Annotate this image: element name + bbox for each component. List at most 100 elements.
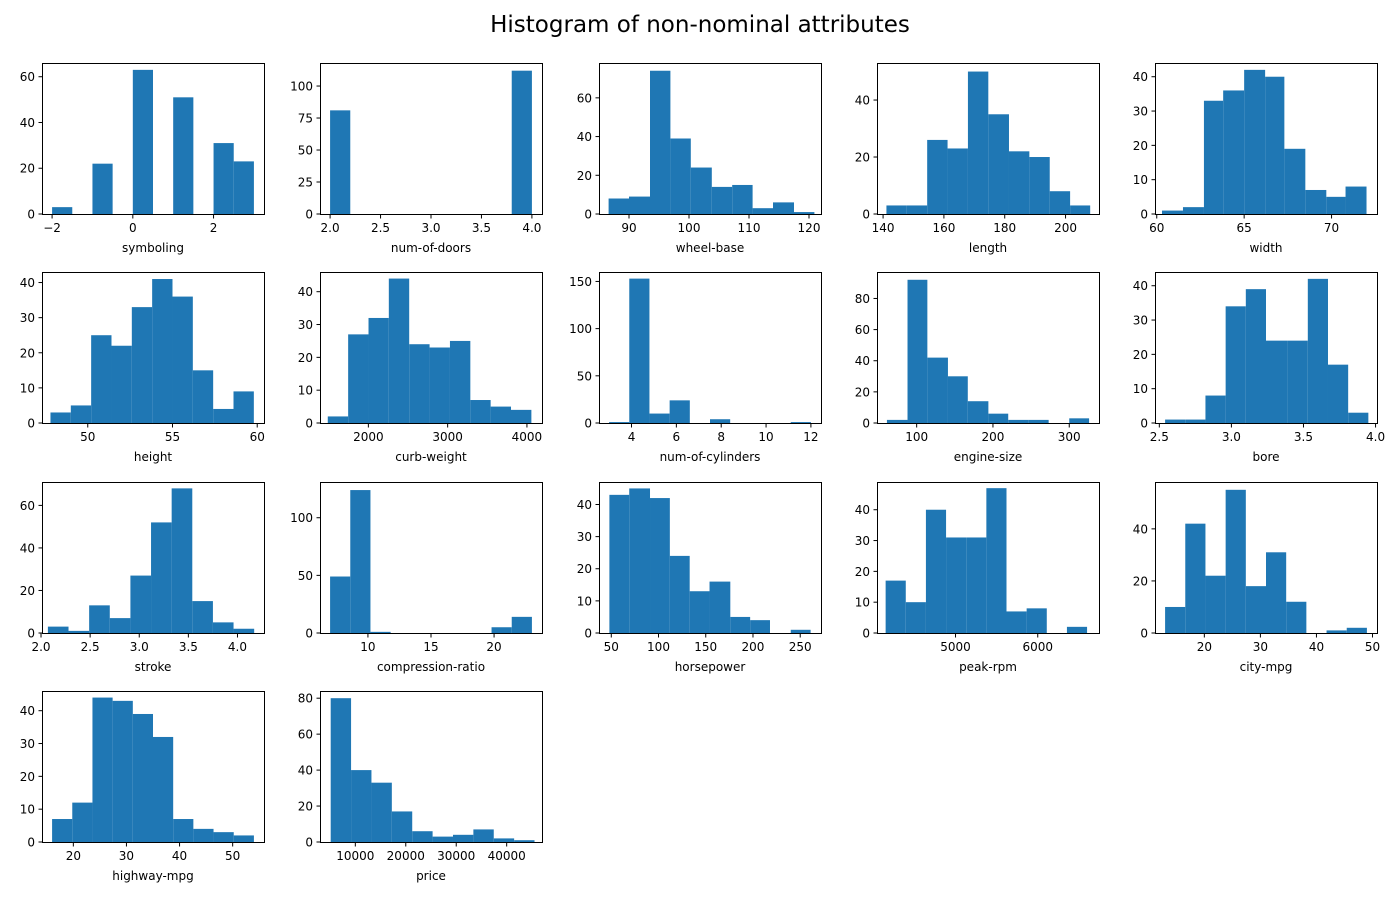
x-axis-label: num-of-cylinders bbox=[660, 450, 761, 464]
y-tick-label: 40 bbox=[1133, 522, 1148, 536]
x-tick-label: 120 bbox=[798, 221, 821, 235]
histogram-bar bbox=[511, 409, 532, 423]
histogram-bar bbox=[351, 770, 372, 842]
y-tick-label: 0 bbox=[305, 627, 313, 641]
x-tick-label: 50 bbox=[1365, 640, 1380, 654]
histogram-bar bbox=[1165, 606, 1186, 633]
histogram-bar bbox=[172, 296, 193, 423]
y-tick-label: 40 bbox=[1133, 279, 1148, 293]
x-tick-label: 2.0 bbox=[31, 640, 50, 654]
x-tick-label: 20 bbox=[66, 849, 81, 863]
x-tick-label: 55 bbox=[165, 430, 180, 444]
histogram-bar bbox=[388, 278, 410, 423]
y-tick-label: 30 bbox=[20, 311, 35, 325]
histogram-bar bbox=[348, 334, 369, 423]
x-tick-label: 3.0 bbox=[1222, 430, 1241, 444]
y-tick-label: 20 bbox=[20, 770, 35, 784]
histogram-bar bbox=[151, 522, 172, 633]
x-tick-label: 8 bbox=[717, 430, 725, 444]
histogram-curb-weight: 2000 3000 4000 0 10 20 30 40 curb-weight bbox=[298, 272, 543, 464]
histogram-bar bbox=[988, 114, 1009, 214]
x-axis-label: city-mpg bbox=[1240, 660, 1293, 674]
x-tick-label: 5000 bbox=[940, 640, 971, 654]
x-tick-label: 40 bbox=[1309, 640, 1324, 654]
histogram-bar bbox=[1345, 186, 1367, 214]
x-axis-label: num-of-doors bbox=[391, 241, 471, 255]
histogram-bar bbox=[511, 616, 532, 633]
histogram-bar bbox=[213, 832, 234, 842]
histogram-bar bbox=[52, 819, 73, 842]
y-tick-label: 0 bbox=[27, 836, 35, 850]
y-tick-label: 10 bbox=[1133, 382, 1148, 396]
histogram-bar bbox=[1245, 586, 1266, 633]
y-tick-label: 80 bbox=[855, 292, 870, 306]
histogram-bar bbox=[511, 70, 532, 215]
x-tick-label: 10 bbox=[360, 640, 375, 654]
histogram-bar bbox=[193, 828, 214, 842]
histogram-bar bbox=[1029, 157, 1050, 214]
y-tick-label: 0 bbox=[27, 417, 35, 431]
y-tick-label: 0 bbox=[584, 417, 592, 431]
histogram-bar bbox=[470, 400, 491, 423]
histogram-bar bbox=[350, 490, 371, 633]
x-tick-label: 20 bbox=[1197, 640, 1212, 654]
x-axis-label: peak-rpm bbox=[959, 660, 1017, 674]
x-tick-label: 50 bbox=[604, 640, 619, 654]
histogram-peak-rpm: 5000 6000 0 10 20 30 40 peak-rpm bbox=[855, 482, 1100, 674]
histogram-bar bbox=[947, 148, 968, 214]
histogram-horsepower: 50 100 150 200 250 0 10 20 30 40 horsepower bbox=[577, 482, 822, 674]
histogram-bar bbox=[391, 811, 413, 842]
y-tick-label: 20 bbox=[20, 346, 35, 360]
axes-frame bbox=[42, 63, 265, 215]
histogram-bar bbox=[213, 408, 234, 423]
histogram-bar bbox=[670, 138, 691, 214]
histogram-bar bbox=[47, 626, 69, 633]
histogram-bar bbox=[608, 198, 629, 214]
histogram-bar bbox=[132, 713, 153, 842]
histogram-bar bbox=[429, 347, 450, 423]
histogram-bar bbox=[491, 627, 512, 633]
x-tick-label: 6 bbox=[673, 430, 681, 444]
histogram-bar bbox=[885, 580, 906, 633]
histogram-bar bbox=[886, 419, 908, 423]
y-tick-label: 0 bbox=[862, 208, 870, 222]
histogram-bar bbox=[1185, 523, 1206, 633]
y-tick-label: 0 bbox=[862, 417, 870, 431]
y-tick-label: 60 bbox=[577, 91, 592, 105]
x-tick-label: 100 bbox=[647, 640, 670, 654]
histogram-height: 50 55 60 0 10 20 30 40 height bbox=[20, 272, 265, 464]
histogram-bar bbox=[1203, 100, 1224, 214]
histogram-bar bbox=[1185, 419, 1206, 423]
y-tick-label: 40 bbox=[298, 285, 313, 299]
x-tick-label: 90 bbox=[621, 221, 636, 235]
y-tick-label: 30 bbox=[298, 318, 313, 332]
histogram-bar bbox=[370, 631, 391, 633]
x-tick-label: 3.5 bbox=[472, 221, 491, 235]
histogram-bar bbox=[711, 186, 733, 214]
y-tick-label: 20 bbox=[577, 169, 592, 183]
y-tick-label: 0 bbox=[584, 627, 592, 641]
histogram-bar bbox=[1006, 611, 1027, 633]
histogram-bar bbox=[1049, 191, 1071, 214]
histogram-bar bbox=[112, 700, 133, 842]
histogram-bar bbox=[710, 419, 731, 423]
x-axis-label: height bbox=[134, 450, 173, 464]
x-axis-label: highway-mpg bbox=[112, 869, 193, 883]
histogram-bar bbox=[609, 494, 630, 633]
histogram-bar bbox=[70, 405, 92, 423]
histogram-bar bbox=[330, 576, 351, 633]
y-tick-label: 100 bbox=[290, 80, 313, 94]
y-tick-label: 100 bbox=[569, 322, 592, 336]
axes-frame bbox=[320, 272, 543, 424]
histogram-bar bbox=[905, 602, 926, 633]
axes-frame bbox=[877, 63, 1100, 215]
histogram-bar bbox=[92, 163, 113, 214]
histogram-bar bbox=[330, 698, 352, 842]
y-tick-label: 100 bbox=[290, 511, 313, 525]
histogram-price: 10000 20000 30000 40000 0 20 40 60 80 price bbox=[298, 691, 543, 883]
x-tick-label: 100 bbox=[678, 221, 701, 235]
x-tick-label: 30 bbox=[1253, 640, 1268, 654]
histogram-bar bbox=[1028, 419, 1049, 423]
histogram-bar bbox=[988, 413, 1009, 423]
y-tick-label: 40 bbox=[577, 130, 592, 144]
